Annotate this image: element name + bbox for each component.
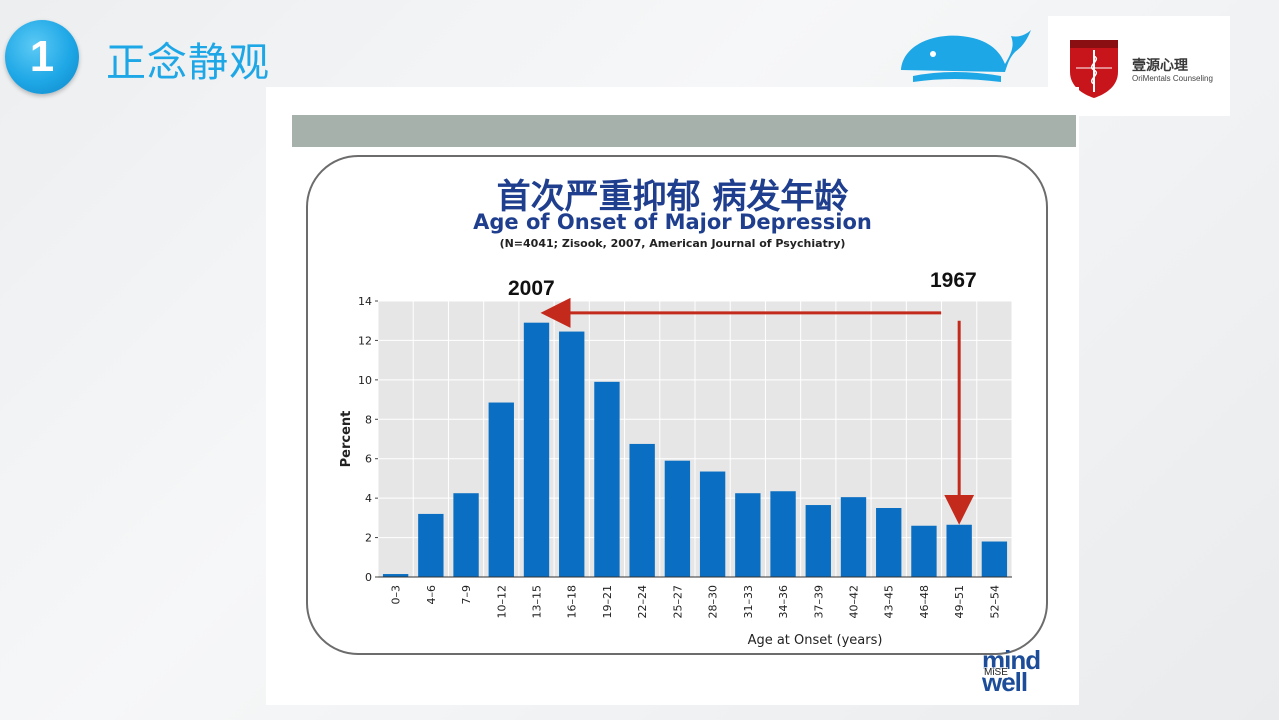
y-tick-label: 14 xyxy=(358,295,372,308)
chart-source: (N=4041; Zisook, 2007, American Journal … xyxy=(499,237,846,250)
gray-band xyxy=(292,115,1076,147)
bar xyxy=(382,574,409,577)
bar xyxy=(418,513,444,577)
x-tick-label: 34–36 xyxy=(777,585,790,619)
bar xyxy=(770,491,796,577)
whale-icon xyxy=(901,30,1031,82)
y-axis-label: Percent xyxy=(339,411,354,468)
x-tick-label: 0–3 xyxy=(390,585,403,605)
chart-subtitle: Age of Onset of Major Depression xyxy=(473,210,872,234)
x-axis-label: Age at Onset (years) xyxy=(748,633,883,648)
bar xyxy=(699,471,726,577)
x-tick-label: 43–45 xyxy=(883,585,896,619)
x-tick-label: 25–27 xyxy=(671,585,684,619)
y-tick-label: 2 xyxy=(365,532,372,545)
bar xyxy=(735,493,761,577)
bar-chart: 0 2 4 6 8 10 12 14 0–3 4–6 7–9 10–12 13–15 16–18 19–21… xyxy=(339,295,1013,648)
x-tick-label: 7–9 xyxy=(460,585,473,605)
x-tick-label: 16–18 xyxy=(566,585,579,619)
slide-number-badge: 1 xyxy=(5,20,79,94)
bar xyxy=(559,331,585,577)
y-tick-label: 0 xyxy=(365,571,372,584)
y-tick-label: 4 xyxy=(365,492,372,505)
y-tick-label: 10 xyxy=(358,374,372,387)
bar xyxy=(840,497,867,577)
partner-name-cn: 壹源心理 xyxy=(1132,58,1188,74)
caduceus-shield-icon xyxy=(1070,40,1118,98)
bar xyxy=(664,460,691,577)
partner-name-en: OriMentals Counseling xyxy=(1132,74,1213,83)
bar xyxy=(488,402,514,577)
bar xyxy=(981,541,1008,577)
x-tick-label: 22–24 xyxy=(636,585,649,619)
x-tick-label: 52–54 xyxy=(988,585,1001,619)
annotation-2007: 2007 xyxy=(508,277,555,300)
bar xyxy=(629,443,655,577)
mise-label: MiSE xyxy=(984,667,1008,678)
bar xyxy=(523,322,550,577)
x-tick-label: 28–30 xyxy=(707,585,720,619)
chart-photo: 首次严重抑郁 病发年龄 Age of Onset of Major Depres… xyxy=(266,87,1079,705)
slide-title: 正念静观 xyxy=(106,40,270,86)
y-tick-label: 6 xyxy=(365,453,372,466)
x-tick-label: 31–33 xyxy=(742,585,755,619)
x-tick-label: 19–21 xyxy=(601,585,614,619)
annotation-1967: 1967 xyxy=(930,269,977,292)
mind-well-logo: mind well MiSE xyxy=(982,645,1041,697)
x-tick-label: 13–15 xyxy=(531,585,544,619)
bar xyxy=(911,525,937,577)
x-tick-label: 37–39 xyxy=(812,585,825,619)
x-tick-label: 4–6 xyxy=(425,585,438,605)
bar xyxy=(453,493,479,577)
x-tick-label: 10–12 xyxy=(495,585,508,619)
x-tick-label: 40–42 xyxy=(848,585,861,619)
bar xyxy=(805,505,831,577)
x-tick-label: 49–51 xyxy=(953,585,966,619)
bar xyxy=(876,508,902,577)
chart-title: 首次严重抑郁 病发年龄 xyxy=(496,177,849,217)
bar xyxy=(946,524,972,577)
y-tick-label: 12 xyxy=(358,334,372,347)
x-tick-label: 46–48 xyxy=(918,585,931,619)
y-tick-label: 8 xyxy=(365,413,372,426)
bar xyxy=(594,381,620,577)
